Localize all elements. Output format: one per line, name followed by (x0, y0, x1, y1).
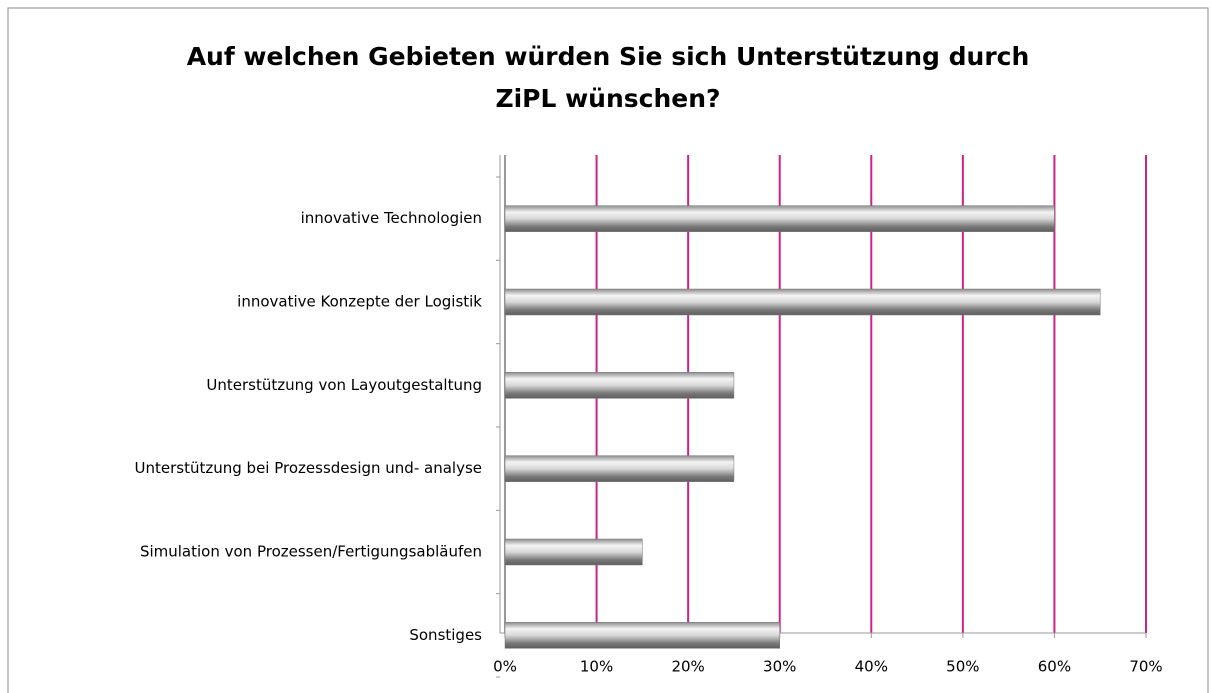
x-tick-label: 30% (763, 658, 796, 676)
y-tick-label: innovative Konzepte der Logistik (237, 293, 482, 311)
bar (504, 622, 780, 649)
y-tick-label: Unterstützung bei Prozessdesign und- ana… (135, 459, 482, 477)
y-tick-label: innovative Technologien (301, 209, 482, 227)
bar (504, 205, 1055, 232)
bar (504, 372, 735, 399)
y-tick-label: Simulation von Prozessen/Fertigungsabläu… (140, 543, 482, 561)
x-tick-label: 20% (671, 658, 704, 676)
chart-title: Auf welchen Gebieten würden Sie sich Unt… (187, 42, 1030, 71)
bar (504, 538, 643, 566)
x-tick-label: 40% (855, 658, 888, 676)
chart-frame (7, 7, 1209, 693)
x-tick-label: 10% (580, 658, 613, 676)
bar (504, 455, 735, 482)
y-tick-label: Sonstiges (409, 626, 482, 644)
x-tick-label: 60% (1038, 658, 1071, 676)
x-tick-label: 50% (946, 658, 979, 676)
x-tick-label: 70% (1129, 658, 1162, 676)
y-tick-label: Unterstützung von Layoutgestaltung (206, 376, 482, 394)
x-tick-label: 0% (493, 658, 517, 676)
chart-title: ZiPL wünschen? (495, 84, 720, 113)
bar (504, 288, 1101, 316)
